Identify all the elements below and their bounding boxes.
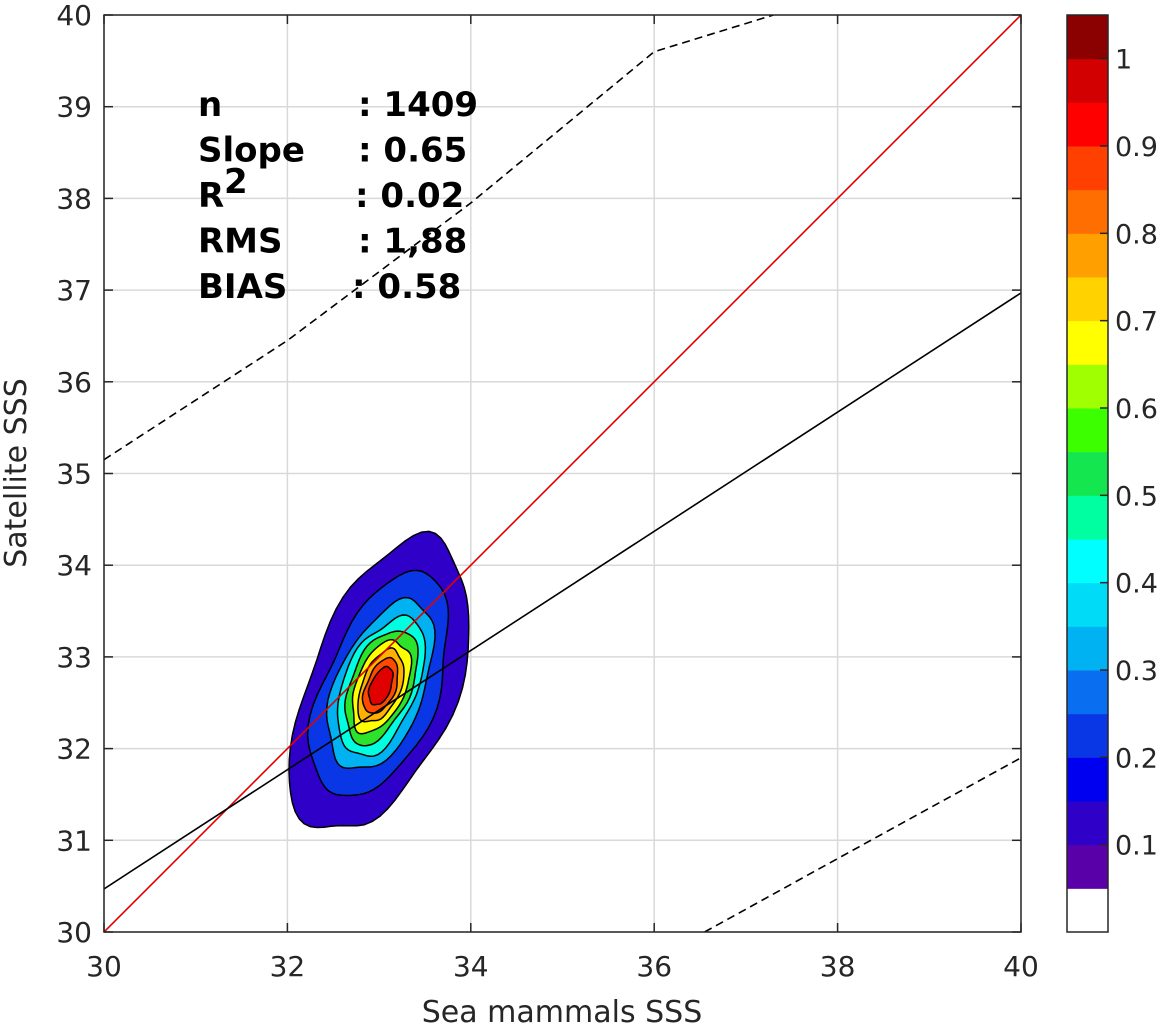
colorbar-segment bbox=[1067, 364, 1108, 409]
stat-value-slope: : 0.65 bbox=[358, 131, 467, 171]
statistics-box: n : 1409 Slope : 0.65 R 2 : 0.02 RMS : 1,88 BIAS:… bbox=[198, 85, 478, 307]
colorbar-tick-label: 0.8 bbox=[1115, 219, 1158, 250]
y-tick-label: 37 bbox=[56, 274, 92, 307]
y-tick-label: 34 bbox=[56, 549, 92, 582]
y-tick-label: 40 bbox=[56, 0, 92, 32]
reference-lines bbox=[104, 15, 1021, 932]
colorbar-segment bbox=[1067, 408, 1108, 453]
colorbar-segment bbox=[1067, 539, 1108, 584]
colorbar-frame bbox=[1066, 14, 1109, 933]
stat-value-rms: : 1,88 bbox=[358, 222, 467, 262]
colorbar-tick-label: 0.7 bbox=[1115, 307, 1158, 338]
x-tick-label: 34 bbox=[453, 950, 489, 983]
colorbar-segment bbox=[1067, 320, 1108, 365]
density-contour-level-0-9 bbox=[367, 665, 394, 706]
colorbar-segment bbox=[1067, 277, 1108, 322]
y-tick-label: 31 bbox=[56, 824, 92, 857]
x-axis-label: Sea mammals SSS bbox=[422, 995, 703, 1028]
colorbar-segment bbox=[1067, 58, 1108, 103]
colorbar-tick-label: 0.3 bbox=[1115, 656, 1158, 687]
y-tick-label: 33 bbox=[56, 641, 92, 674]
colorbar-segment bbox=[1067, 233, 1108, 278]
colorbar-segment bbox=[1067, 495, 1108, 540]
x-tick-label: 40 bbox=[1003, 950, 1039, 983]
colorbar-segment bbox=[1067, 713, 1108, 758]
x-tick-label: 32 bbox=[270, 950, 306, 983]
lower-bound-line bbox=[704, 757, 1021, 932]
y-axis-label: Satellite SSS bbox=[0, 378, 34, 568]
colorbar-segment bbox=[1067, 102, 1108, 147]
density-contours bbox=[288, 530, 470, 829]
colorbar-segment bbox=[1067, 757, 1108, 802]
y-tick-label: 32 bbox=[56, 733, 92, 766]
colorbar-tick-label: 0.2 bbox=[1115, 743, 1158, 774]
colorbar-tick-label: 0.6 bbox=[1115, 394, 1158, 425]
stat-label-slope: Slope bbox=[198, 131, 305, 171]
colorbar-segment bbox=[1067, 888, 1108, 933]
colorbar-segment bbox=[1067, 670, 1108, 715]
colorbar-segment bbox=[1067, 626, 1108, 671]
x-tick-label: 30 bbox=[86, 950, 122, 983]
colorbar-tick-label: 0.4 bbox=[1115, 569, 1158, 600]
colorbar: 0.1 0.2 0.3 0.4 0.5 0.6 0.7 0.8 0.9 1 bbox=[1066, 14, 1158, 933]
stat-label-bias: BIAS bbox=[198, 267, 287, 307]
upper-bound-line bbox=[104, 15, 774, 461]
colorbar-segment bbox=[1067, 844, 1108, 889]
colorbar-segment bbox=[1067, 15, 1108, 60]
y-tick-label: 36 bbox=[56, 366, 92, 399]
stat-label-n: n bbox=[198, 85, 222, 125]
colorbar-tick-label: 1 bbox=[1115, 45, 1132, 76]
colorbar-segment bbox=[1067, 189, 1108, 234]
regression-line bbox=[104, 292, 1021, 890]
axis-ticks: 30 32 34 36 38 40 30 31 32 33 34 35 36 37 38 39 40 bbox=[56, 0, 1038, 983]
stat-value-bias: : 0.58 bbox=[352, 267, 461, 307]
stat-label-r: R bbox=[198, 176, 224, 216]
colorbar-tick-label: 0.5 bbox=[1115, 481, 1158, 512]
colorbar-tick-label: 0.9 bbox=[1115, 132, 1158, 163]
y-tick-label: 39 bbox=[56, 91, 92, 124]
stat-label-rms: RMS bbox=[198, 222, 283, 262]
y-tick-label: 35 bbox=[56, 458, 92, 491]
stat-label-superscript: 2 bbox=[224, 162, 248, 202]
colorbar-segment bbox=[1067, 801, 1108, 846]
identity-line bbox=[104, 15, 1021, 932]
x-tick-label: 38 bbox=[820, 950, 856, 983]
stat-value-n: : 1409 bbox=[358, 85, 478, 125]
stat-value-r: : 0.02 bbox=[355, 176, 464, 216]
x-tick-label: 36 bbox=[636, 950, 672, 983]
colorbar-segment bbox=[1067, 146, 1108, 191]
y-tick-label: 30 bbox=[56, 916, 92, 949]
colorbar-segment bbox=[1067, 451, 1108, 496]
colorbar-tick-label: 0.1 bbox=[1115, 831, 1158, 862]
colorbar-segment bbox=[1067, 582, 1108, 627]
y-tick-label: 38 bbox=[56, 182, 92, 215]
